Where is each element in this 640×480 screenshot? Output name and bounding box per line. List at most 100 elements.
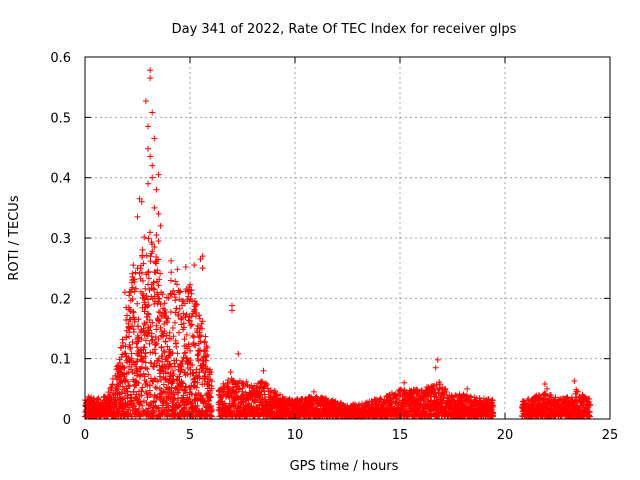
data-point <box>192 378 199 385</box>
data-point <box>233 389 240 396</box>
data-point <box>277 391 284 398</box>
data-point <box>137 398 144 405</box>
data-point <box>258 388 265 395</box>
data-point <box>188 287 195 294</box>
data-point <box>181 405 188 412</box>
data-point <box>173 343 180 350</box>
data-point <box>571 377 578 384</box>
data-point <box>564 395 571 402</box>
data-point <box>256 402 263 409</box>
data-point <box>140 407 147 414</box>
data-point <box>178 321 185 328</box>
data-point <box>228 409 235 416</box>
data-point <box>134 335 141 342</box>
data-point <box>450 397 457 404</box>
data-point <box>137 413 144 420</box>
data-point <box>196 312 203 319</box>
data-point <box>127 308 134 315</box>
data-point <box>199 318 206 325</box>
data-point <box>260 367 267 374</box>
data-point <box>179 380 186 387</box>
data-point <box>173 305 180 312</box>
data-point <box>159 353 166 360</box>
data-point <box>152 259 159 266</box>
data-point <box>203 357 210 364</box>
data-point <box>190 341 197 348</box>
data-point <box>165 294 172 301</box>
data-point <box>139 246 146 253</box>
data-point <box>117 379 124 386</box>
data-point <box>145 268 152 275</box>
data-point <box>134 300 141 307</box>
data-point <box>160 381 167 388</box>
data-point <box>132 285 139 292</box>
data-point <box>151 293 158 300</box>
data-point <box>147 153 154 160</box>
data-point <box>205 381 212 388</box>
data-point <box>138 198 145 205</box>
data-point <box>191 297 198 304</box>
data-point <box>201 339 208 346</box>
data-point <box>463 400 470 407</box>
data-point <box>135 323 142 330</box>
data-point <box>171 319 178 326</box>
data-point <box>135 316 142 323</box>
data-point <box>189 362 196 369</box>
data-point <box>139 402 146 409</box>
data-point <box>124 388 131 395</box>
data-point <box>125 382 132 389</box>
data-point <box>204 344 211 351</box>
data-point <box>149 248 156 255</box>
data-point <box>176 289 183 296</box>
data-point <box>586 396 593 403</box>
data-point <box>168 257 175 264</box>
chart-title: Day 341 of 2022, Rate Of TEC Index for r… <box>172 22 517 37</box>
data-point <box>153 231 160 238</box>
data-point <box>168 269 175 276</box>
data-point <box>196 369 203 376</box>
data-point <box>193 384 200 391</box>
data-point <box>121 365 128 372</box>
data-point <box>490 410 497 417</box>
data-point <box>159 291 166 298</box>
data-point <box>116 366 123 373</box>
data-point <box>155 357 162 364</box>
data-point <box>131 278 138 285</box>
data-point <box>227 369 234 376</box>
data-point <box>183 383 190 390</box>
data-point <box>207 394 214 401</box>
data-point <box>175 329 182 336</box>
data-point <box>184 355 191 362</box>
data-point <box>130 400 137 407</box>
data-point <box>174 266 181 273</box>
data-point <box>124 378 131 385</box>
data-point <box>174 350 181 357</box>
data-point <box>490 403 497 410</box>
data-point <box>153 340 160 347</box>
data-point <box>146 340 153 347</box>
data-point <box>129 369 136 376</box>
data-point <box>163 332 170 339</box>
data-point <box>176 402 183 409</box>
data-point <box>155 282 162 289</box>
data-point <box>209 406 216 413</box>
data-point <box>464 385 471 392</box>
data-point <box>136 195 143 202</box>
data-point <box>175 401 182 408</box>
data-point <box>152 298 159 305</box>
data-point <box>164 319 171 326</box>
data-point <box>149 336 156 343</box>
data-point <box>138 364 145 371</box>
data-point <box>259 379 266 386</box>
data-point <box>147 67 154 74</box>
data-point <box>146 327 153 334</box>
data-point <box>310 402 317 409</box>
data-point <box>191 262 198 269</box>
data-point <box>196 348 203 355</box>
data-point <box>132 269 139 276</box>
y-tick-label: 0.3 <box>50 232 71 247</box>
data-point <box>186 395 193 402</box>
data-point <box>129 322 136 329</box>
data-point <box>145 311 152 318</box>
data-point <box>151 346 158 353</box>
